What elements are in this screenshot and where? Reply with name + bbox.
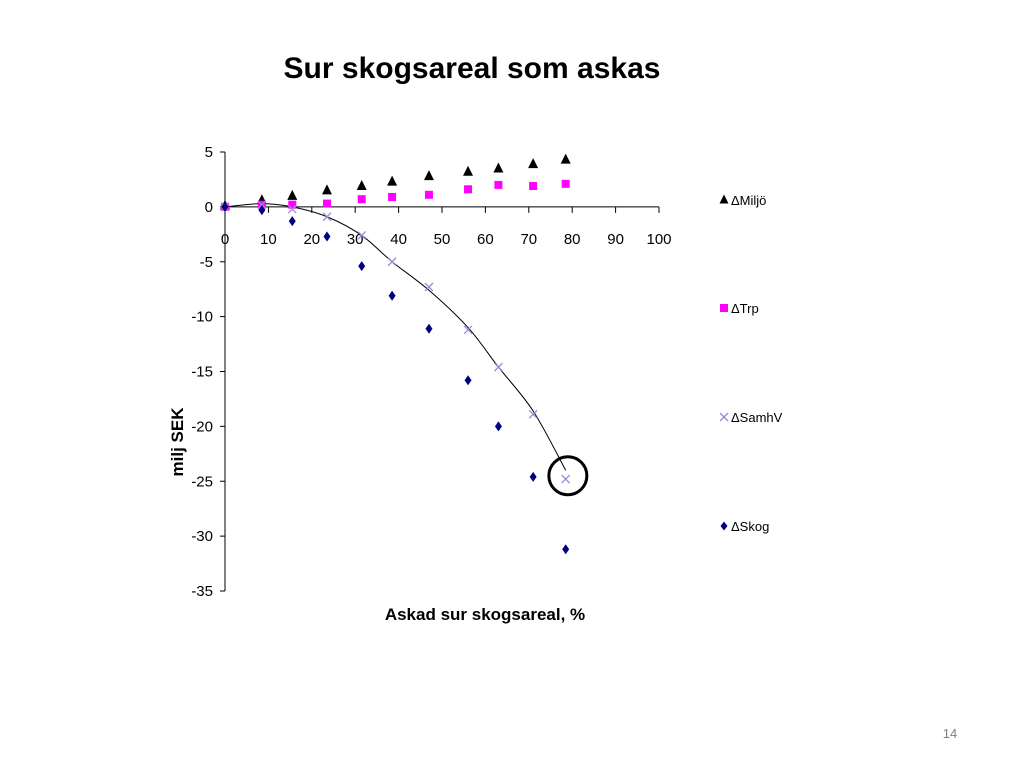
point-delta-trp <box>494 180 503 189</box>
point-delta-samhv <box>287 204 297 214</box>
data-points <box>220 153 589 555</box>
y-tick-label: 5 <box>205 144 213 161</box>
point-delta-samhv <box>463 325 473 335</box>
point-delta-milj <box>528 158 539 169</box>
highlight-circle <box>547 455 589 497</box>
x-tick-label: 20 <box>303 231 320 248</box>
x-tick-label: 40 <box>390 231 407 248</box>
point-delta-trp <box>322 199 331 208</box>
point-delta-trp <box>561 179 570 188</box>
legend-label-delta-samhv: ΔSamhV <box>731 410 783 425</box>
legend-marker-delta-samhv <box>719 412 729 422</box>
point-delta-samhv <box>424 282 434 292</box>
point-delta-skog <box>464 375 472 386</box>
point-delta-skog <box>425 323 433 334</box>
page-number: 14 <box>942 726 958 741</box>
point-delta-samhv <box>493 362 503 372</box>
point-delta-trp <box>529 182 538 191</box>
point-delta-samhv <box>257 200 267 210</box>
legend-label-delta-skog: ΔSkog <box>731 519 769 534</box>
legend-label-delta-milj: ΔMiljö <box>731 193 766 208</box>
point-delta-samhv <box>357 230 367 240</box>
point-delta-trp <box>288 200 297 209</box>
y-tick-label: -25 <box>191 473 213 490</box>
x-tick-label: 60 <box>477 231 494 248</box>
point-delta-milj <box>560 153 571 164</box>
point-delta-skog <box>221 201 229 212</box>
point-delta-milj <box>493 162 504 173</box>
y-axis-label: milj SEK <box>168 407 187 477</box>
legend-marker-delta-trp <box>720 304 728 312</box>
point-delta-milj <box>463 165 474 176</box>
point-delta-skog <box>323 231 331 242</box>
point-delta-trp <box>357 195 366 204</box>
x-tick-label: 30 <box>347 231 364 248</box>
point-delta-skog <box>288 216 296 227</box>
point-delta-skog <box>494 421 502 432</box>
point-delta-skog <box>358 261 366 272</box>
legend: ΔMiljö ΔTrp ΔSamhV ΔSkog <box>719 193 783 534</box>
point-delta-skog <box>529 471 537 482</box>
y-tick-label: -15 <box>191 364 213 381</box>
point-delta-milj <box>287 189 298 200</box>
y-tick-label: -35 <box>191 583 213 600</box>
slide-title: Sur skogsareal som askas <box>283 52 661 85</box>
point-delta-samhv <box>387 257 397 267</box>
point-delta-samhv <box>528 409 538 419</box>
axes: 50-5-10-15-20-25-30-350 10 20 30 40 50 60 70 80 9… <box>191 144 671 600</box>
y-tick-label: -20 <box>191 418 213 435</box>
point-delta-skog <box>258 205 266 216</box>
legend-marker-delta-milj <box>719 194 729 204</box>
x-tick-label: 50 <box>434 231 451 248</box>
point-delta-samhv <box>561 474 571 484</box>
legend-marker-delta-skog <box>720 521 728 531</box>
x-tick-label: 10 <box>260 231 277 248</box>
x-axis-label: Askad sur skogsareal, % <box>385 605 585 624</box>
point-delta-samhv <box>322 212 332 222</box>
y-tick-label: -5 <box>200 254 213 271</box>
x-tick-label: 70 <box>520 231 537 248</box>
x-tick-label: 0 <box>221 231 229 248</box>
point-delta-milj <box>321 184 332 195</box>
x-tick-label: 80 <box>564 231 581 248</box>
point-delta-skog <box>562 544 570 555</box>
y-tick-label: -10 <box>191 309 213 326</box>
point-delta-trp <box>464 185 473 194</box>
point-delta-milj <box>356 180 367 191</box>
point-delta-milj <box>387 175 398 186</box>
y-tick-label: -30 <box>191 528 213 545</box>
y-tick-label: 0 <box>205 199 213 216</box>
x-tick-label: 90 <box>607 231 624 248</box>
point-delta-trp <box>424 190 433 199</box>
point-delta-milj <box>423 170 434 181</box>
x-tick-label: 100 <box>646 231 671 248</box>
point-delta-trp <box>388 192 397 201</box>
legend-label-delta-trp: ΔTrp <box>731 301 759 316</box>
point-delta-skog <box>388 290 396 301</box>
